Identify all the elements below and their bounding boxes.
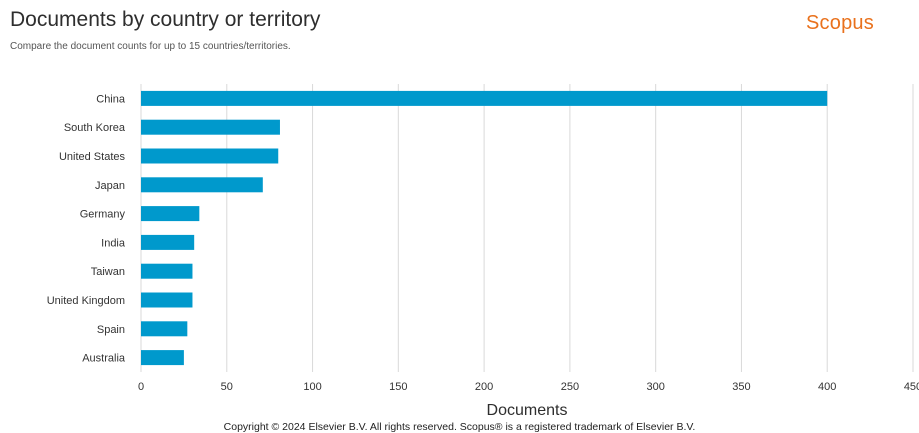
x-tick-label: 450 <box>904 381 919 393</box>
category-label: Australia <box>82 353 126 365</box>
category-labels: China South Korea United States Japan German… <box>47 93 126 364</box>
bar-japan[interactable] <box>141 177 263 193</box>
category-label: China <box>96 93 126 105</box>
category-label: United Kingdom <box>47 295 125 307</box>
bar-china[interactable] <box>141 90 828 106</box>
category-label: India <box>101 237 126 249</box>
x-tick-label: 0 <box>138 381 144 393</box>
x-tick-label: 100 <box>303 381 321 393</box>
x-tick-label: 250 <box>561 381 579 393</box>
scopus-logo[interactable]: Scopus <box>806 12 874 34</box>
x-tick-label: 400 <box>818 381 836 393</box>
bar-india[interactable] <box>141 234 195 250</box>
bars <box>141 90 828 366</box>
bar-germany[interactable] <box>141 206 200 222</box>
x-tick-label: 200 <box>475 381 493 393</box>
bar-south-korea[interactable] <box>141 119 280 135</box>
x-tick-label: 50 <box>221 381 233 393</box>
bar-taiwan[interactable] <box>141 263 193 279</box>
x-tick-labels: 0 50 100 150 200 250 300 350 400 450 <box>138 381 919 393</box>
x-axis-label: Documents <box>487 402 568 419</box>
bar-united-states[interactable] <box>141 148 279 164</box>
bar-spain[interactable] <box>141 321 188 337</box>
bar-australia[interactable] <box>141 350 184 366</box>
category-label: Japan <box>95 180 125 192</box>
x-tick-label: 350 <box>732 381 750 393</box>
chart-title: Documents by country or territory <box>10 8 321 31</box>
category-label: Taiwan <box>91 266 125 278</box>
x-tick-label: 150 <box>389 381 407 393</box>
category-label: Spain <box>97 324 125 336</box>
category-label: United States <box>59 151 126 163</box>
x-tick-label: 300 <box>646 381 664 393</box>
category-label: Germany <box>80 209 126 221</box>
category-label: South Korea <box>64 122 126 134</box>
copyright-notice: Copyright © 2024 Elsevier B.V. All right… <box>223 421 696 433</box>
bar-united-kingdom[interactable] <box>141 292 193 308</box>
chart-subtitle: Compare the document counts for up to 15… <box>10 41 291 52</box>
